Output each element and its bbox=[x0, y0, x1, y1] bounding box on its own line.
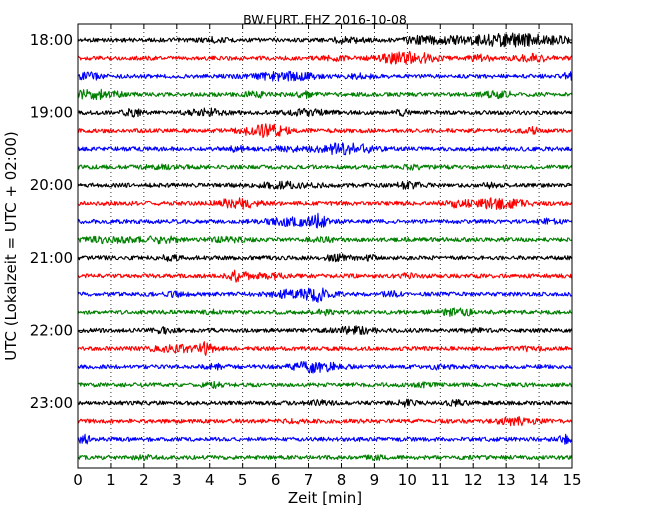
x-tick-label: 0 bbox=[73, 471, 83, 489]
trace-line-1800 bbox=[77, 32, 573, 48]
trace-line-2145 bbox=[77, 307, 573, 317]
x-tick-label: 13 bbox=[497, 471, 516, 489]
x-axis-ticks: 0 1 2 3 4 5 6 7 8 9 10 11 12 13 14 15 bbox=[73, 24, 582, 489]
x-tick-label: 7 bbox=[304, 471, 314, 489]
trace-line-2300 bbox=[77, 398, 573, 408]
x-tick-label: 15 bbox=[562, 471, 581, 489]
trace-line-2115 bbox=[77, 269, 573, 283]
x-tick-label: 1 bbox=[106, 471, 116, 489]
trace-line-1915 bbox=[77, 123, 573, 139]
x-axis-label: Zeit [min] bbox=[288, 489, 362, 507]
trace-line-2100 bbox=[77, 253, 573, 263]
trace-line-2200 bbox=[77, 325, 573, 335]
trace-line-1945 bbox=[77, 163, 573, 171]
trace-line-2245 bbox=[77, 380, 573, 389]
x-tick-label: 14 bbox=[530, 471, 549, 489]
y-tick-label: 23:00 bbox=[30, 394, 73, 412]
trace-line-2215 bbox=[77, 341, 573, 356]
trace-line-1815 bbox=[77, 50, 573, 65]
x-tick-label: 11 bbox=[431, 471, 450, 489]
trace-line-2345 bbox=[77, 454, 573, 462]
trace-line-2230 bbox=[77, 361, 573, 374]
x-tick-label: 9 bbox=[370, 471, 380, 489]
plot-frame bbox=[77, 23, 573, 469]
trace-line-1930 bbox=[77, 142, 573, 156]
trace-line-2130 bbox=[77, 287, 573, 303]
x-tick-label: 8 bbox=[337, 471, 347, 489]
trace-line-2045 bbox=[77, 235, 573, 245]
x-tick-label: 12 bbox=[464, 471, 483, 489]
x-tick-label: 5 bbox=[238, 471, 248, 489]
trace-line-1900 bbox=[77, 107, 573, 118]
trace-line-1845 bbox=[77, 88, 573, 101]
x-tick-label: 2 bbox=[139, 471, 149, 489]
y-tick-label: 22:00 bbox=[30, 321, 73, 339]
x-tick-label: 4 bbox=[205, 471, 215, 489]
trace-line-2030 bbox=[77, 212, 573, 229]
y-tick-label: 21:00 bbox=[30, 249, 73, 267]
y-tick-label: 20:00 bbox=[30, 176, 73, 194]
trace-lines bbox=[77, 32, 573, 462]
chart-title: BW.FURT..EHZ 2016-10-08 bbox=[243, 12, 407, 27]
y-tick-label: 19:00 bbox=[30, 104, 73, 122]
y-axis-label: UTC (Lokalzeit = UTC + 02:00) bbox=[2, 131, 20, 361]
x-tick-label: 10 bbox=[398, 471, 417, 489]
x-tick-label: 3 bbox=[172, 471, 182, 489]
trace-line-1830 bbox=[77, 70, 573, 82]
y-axis-ticks: 18:00 19:00 20:00 21:00 22:00 23:00 bbox=[30, 31, 572, 412]
x-tick-label: 6 bbox=[271, 471, 281, 489]
trace-line-2315 bbox=[77, 415, 573, 427]
trace-line-2000 bbox=[77, 180, 573, 190]
trace-line-2015 bbox=[77, 197, 573, 211]
y-tick-label: 18:00 bbox=[30, 31, 73, 49]
trace-line-2330 bbox=[77, 433, 573, 445]
